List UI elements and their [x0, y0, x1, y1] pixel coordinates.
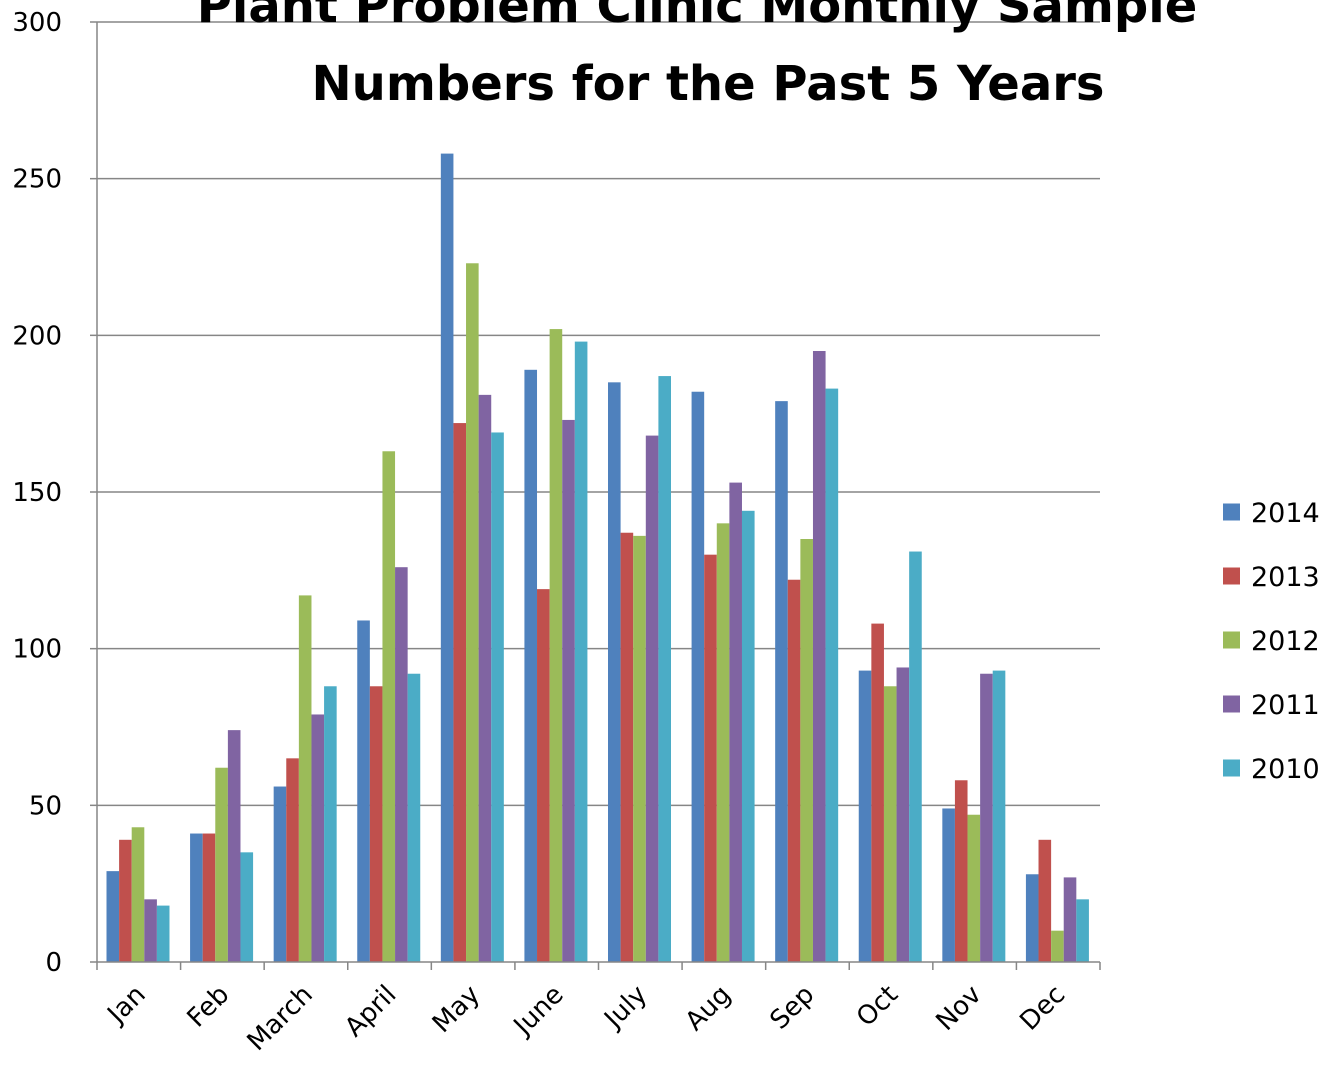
- bar-2011-march: [311, 714, 325, 962]
- bar-2012-june: [549, 329, 563, 962]
- bar-2010-may: [491, 432, 504, 963]
- bar-2010-oct: [909, 551, 922, 962]
- y-tick-label-50: 50: [29, 791, 62, 821]
- bar-2011-june: [562, 419, 575, 962]
- bar-2013-aug: [704, 554, 717, 962]
- bar-2013-dec: [1038, 839, 1052, 962]
- bar-2014-oct: [858, 670, 872, 962]
- bar-2014-may: [440, 153, 454, 963]
- bar-2013-april: [369, 686, 383, 962]
- bar-2012-july: [633, 535, 646, 962]
- x-tick-label-june: June: [507, 980, 570, 1043]
- bar-2013-oct: [871, 623, 884, 962]
- bar-2014-sep: [775, 401, 788, 962]
- x-tick-label-aug: Aug: [680, 980, 737, 1037]
- x-tick-label-april: April: [339, 980, 402, 1043]
- legend-swatch-2011: [1223, 695, 1240, 713]
- bar-2012-oct: [883, 686, 897, 962]
- y-tick-label-150: 150: [12, 478, 62, 508]
- legend-swatch-2012: [1223, 631, 1240, 649]
- bar-2011-sep: [812, 351, 826, 962]
- bar-2012-feb: [215, 767, 228, 962]
- x-tick-label-oct: Oct: [851, 980, 904, 1033]
- bar-2010-sep: [825, 388, 839, 963]
- legend-swatch-2014: [1223, 503, 1240, 521]
- bar-2014-dec: [1025, 874, 1039, 962]
- bar-2014-aug: [691, 391, 705, 963]
- legend-label-2013: 2013: [1251, 562, 1320, 593]
- bar-2014-jan: [106, 871, 120, 962]
- y-tick-label-200: 200: [12, 321, 62, 351]
- bar-2012-jan: [131, 827, 145, 962]
- bar-2010-march: [324, 686, 337, 962]
- chart-title-line-1: Plant Problem Clinic Monthly Sample: [197, 0, 1198, 34]
- gridlines: [97, 21, 1100, 807]
- x-tick-label-may: May: [427, 980, 486, 1039]
- y-tick-label-0: 0: [45, 948, 62, 978]
- bar-2013-march: [286, 758, 299, 962]
- bar-2011-july: [645, 435, 659, 963]
- bar-2014-feb: [190, 833, 203, 962]
- bar-2011-oct: [896, 667, 910, 962]
- bar-2012-sep: [800, 539, 813, 962]
- legend-swatch-2010: [1223, 759, 1240, 777]
- x-tick-label-july: July: [598, 980, 654, 1036]
- bar-2011-feb: [227, 730, 241, 962]
- bar-2010-june: [574, 341, 588, 963]
- legend-label-2011: 2011: [1251, 690, 1320, 721]
- bar-2012-nov: [967, 814, 981, 962]
- bar-2011-aug: [729, 482, 742, 962]
- bar-2010-aug: [741, 510, 755, 962]
- bar-2010-nov: [992, 670, 1006, 962]
- bar-2014-march: [273, 786, 287, 962]
- bar-2010-dec: [1076, 899, 1089, 962]
- bar-2014-nov: [942, 808, 955, 962]
- legend-label-2014: 2014: [1251, 498, 1320, 529]
- bar-2013-sep: [787, 579, 801, 962]
- bar-2013-jan: [119, 839, 132, 962]
- y-tick-labels: 0 50 100 150 200 250 300: [12, 8, 62, 978]
- x-tick-labels: Jan Feb March April May June July Aug Sep Oct Nov D…: [101, 980, 1071, 1057]
- bar-2012-dec: [1051, 930, 1064, 962]
- legend: 2014 2013 2012 2011 2010: [1223, 498, 1320, 785]
- bar-2011-jan: [144, 899, 157, 962]
- x-tick-label-jan: Jan: [101, 980, 152, 1031]
- bar-2012-may: [466, 263, 479, 962]
- y-tick-label-300: 300: [12, 8, 62, 38]
- bar-2011-april: [395, 567, 408, 962]
- bar-2010-jan: [156, 905, 170, 962]
- bar-2012-march: [298, 595, 312, 962]
- legend-swatch-2013: [1223, 567, 1240, 585]
- bar-2011-may: [478, 394, 492, 962]
- x-tick-label-feb: Feb: [182, 980, 236, 1034]
- bar-2011-dec: [1063, 877, 1077, 962]
- bar-2014-june: [524, 369, 538, 962]
- x-tick-label-march: March: [242, 980, 319, 1057]
- x-tick-label-nov: Nov: [930, 980, 987, 1037]
- bar-2013-may: [453, 423, 467, 962]
- x-tick-label-dec: Dec: [1014, 980, 1071, 1037]
- bar-2012-april: [382, 451, 396, 962]
- bar-2013-july: [620, 532, 634, 962]
- bars: [106, 153, 1089, 963]
- chart-title: Plant Problem Clinic Monthly Sample Numb…: [197, 0, 1198, 112]
- legend-label-2010: 2010: [1251, 754, 1320, 785]
- bar-2013-june: [537, 589, 550, 962]
- bar-2014-april: [357, 620, 370, 962]
- y-tick-label-100: 100: [12, 635, 62, 665]
- bar-2012-aug: [716, 523, 730, 962]
- legend-label-2012: 2012: [1251, 626, 1320, 657]
- bar-2013-feb: [202, 833, 216, 962]
- chart-title-line-2: Numbers for the Past 5 Years: [311, 56, 1104, 112]
- bar-2010-april: [407, 673, 421, 962]
- bar-2010-july: [658, 376, 671, 962]
- bar-2010-feb: [240, 852, 254, 962]
- bar-2013-nov: [954, 780, 968, 962]
- y-tick-label-250: 250: [12, 165, 62, 195]
- axes: [90, 21, 1101, 970]
- bar-2011-nov: [980, 673, 993, 962]
- bar-2014-july: [608, 382, 621, 963]
- x-tick-label-sep: Sep: [765, 980, 821, 1036]
